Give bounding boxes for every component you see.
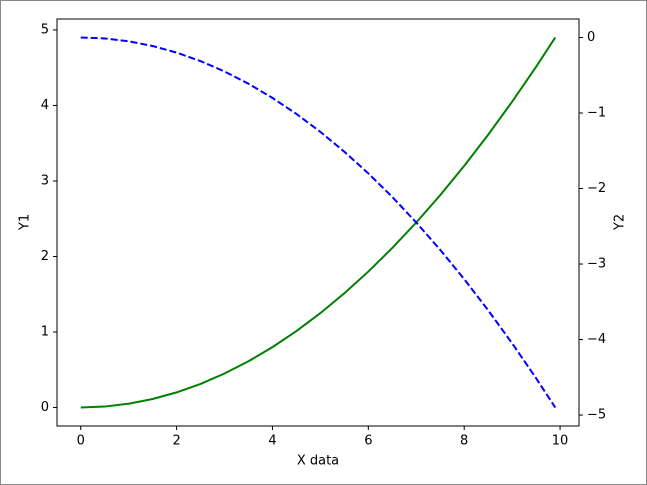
y-tick-label: 3 xyxy=(41,173,49,188)
series-line xyxy=(80,36,557,409)
x-tick-label: 4 xyxy=(268,434,276,449)
y2-tick-label: −2 xyxy=(587,181,606,196)
y2-axis-label: Y2 xyxy=(613,214,628,231)
y2-tick-label: −3 xyxy=(587,257,606,272)
y-tick-label: 0 xyxy=(41,400,49,415)
series-line xyxy=(80,36,557,409)
x-tick-label: 8 xyxy=(460,434,468,449)
y2-tick-label: 0 xyxy=(587,30,595,45)
x-axis-label: X data xyxy=(297,454,339,469)
y-tick-label: 5 xyxy=(41,22,49,37)
y-tick-label: 1 xyxy=(41,324,49,339)
y2-tick-label: −1 xyxy=(587,106,606,121)
x-tick-label: 10 xyxy=(552,434,569,449)
y-axis-label: Y1 xyxy=(18,214,33,231)
y-tick-label: 4 xyxy=(41,98,49,113)
x-tick-label: 0 xyxy=(77,434,85,449)
y2-tick-label: −5 xyxy=(587,408,606,423)
x-tick-label: 6 xyxy=(364,434,372,449)
plot-frame xyxy=(56,18,580,427)
y-tick-label: 2 xyxy=(41,249,49,264)
y2-tick-label: −4 xyxy=(587,332,606,347)
x-tick-label: 2 xyxy=(172,434,180,449)
